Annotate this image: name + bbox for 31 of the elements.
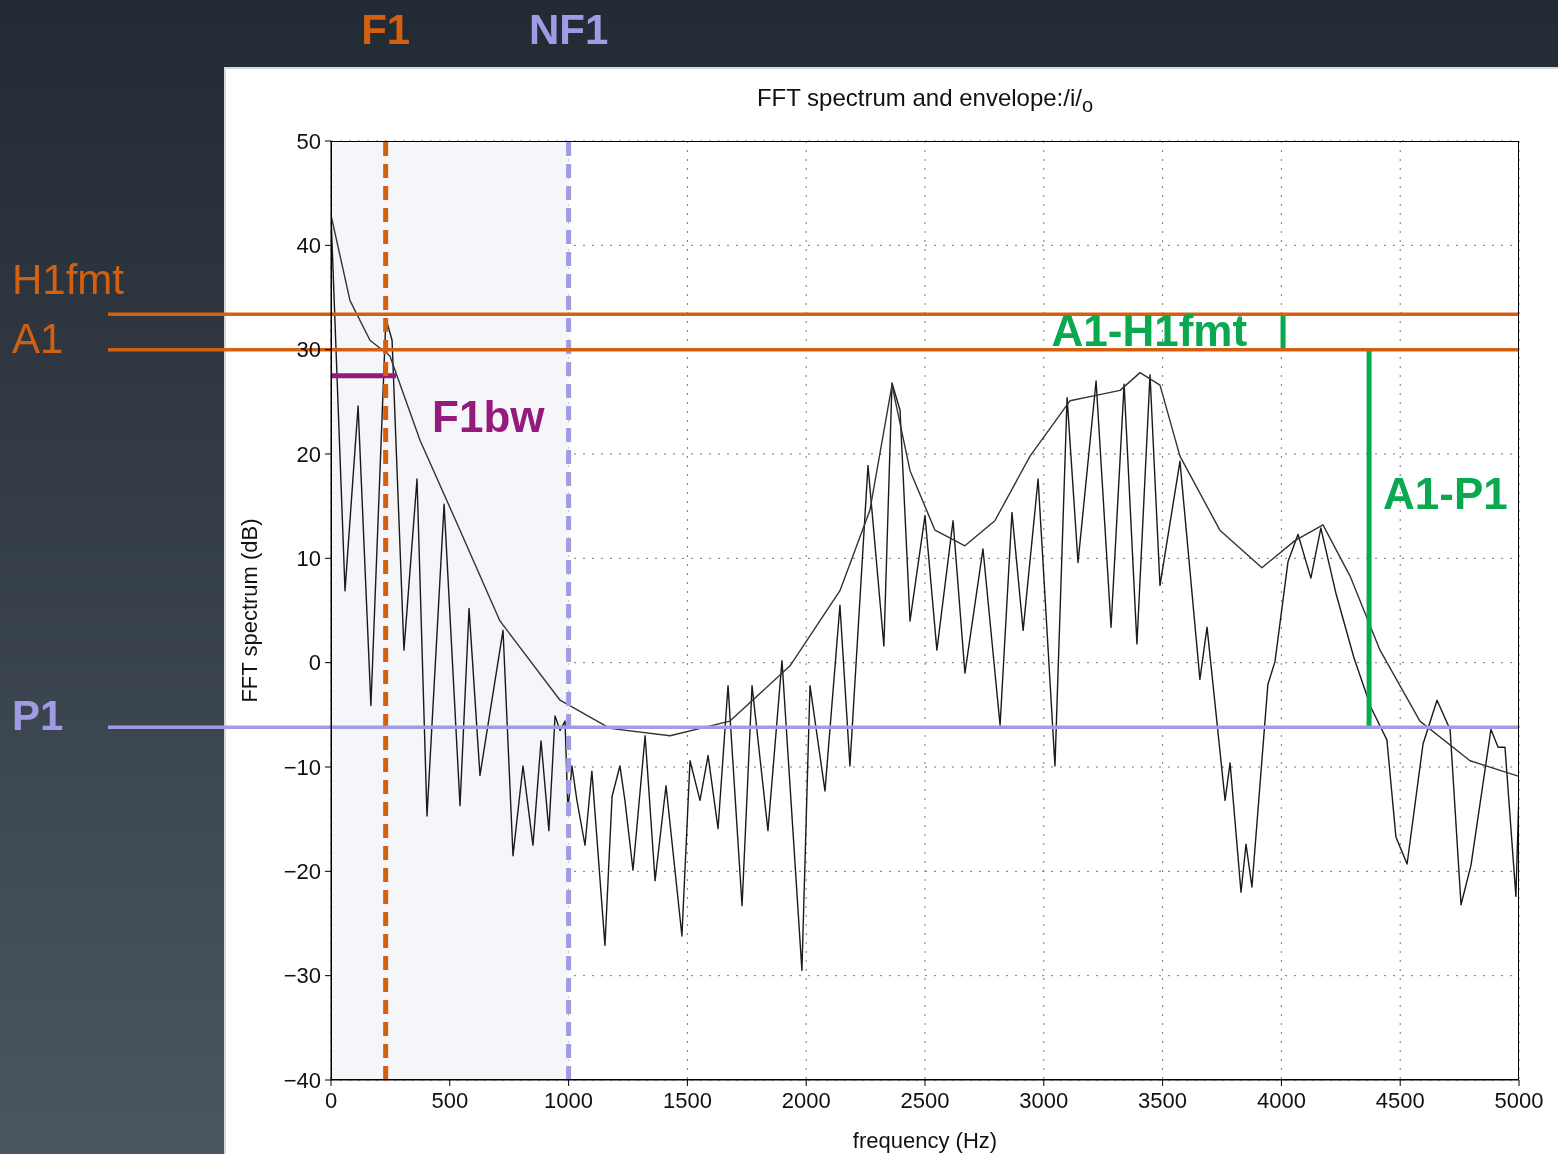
- ref-line-label: NF1: [528, 6, 609, 53]
- y-axis-title: FFT spectrum (dB): [236, 518, 262, 703]
- y-tick-label: −30: [283, 963, 321, 989]
- x-tick-label: 4500: [1375, 1087, 1425, 1113]
- y-tick-label: −10: [283, 754, 321, 780]
- x-tick-label: 5000: [1494, 1087, 1544, 1113]
- x-tick-label: 2500: [900, 1087, 950, 1113]
- y-tick-label: 40: [296, 233, 321, 259]
- x-tick-label: 1500: [662, 1087, 712, 1113]
- x-tick-label: 1000: [544, 1087, 594, 1113]
- ref-line-label: P1: [12, 692, 64, 740]
- x-tick-label: 0: [324, 1087, 338, 1113]
- y-tick-label: −20: [283, 859, 321, 885]
- ref-line-label: A1: [12, 314, 64, 362]
- annotation: A1-H1fmt: [1051, 305, 1248, 355]
- y-tick-label: 20: [296, 441, 321, 467]
- x-tick-label: 4000: [1256, 1087, 1306, 1113]
- ref-line-label: F1: [361, 6, 411, 53]
- x-tick-label: 2000: [781, 1087, 831, 1113]
- x-tick-label: 3000: [1019, 1087, 1069, 1113]
- chart-title: FFT spectrum and envelope:/i/$_{o}$: [755, 84, 1095, 117]
- y-tick-label: 50: [296, 128, 321, 154]
- annotation: A1-P1: [1383, 468, 1508, 518]
- ref-line-label: H1fmt: [12, 256, 125, 304]
- x-tick-label: 500: [431, 1087, 469, 1113]
- annotation: F1bw: [432, 391, 546, 441]
- x-tick-label: 3500: [1138, 1087, 1188, 1113]
- y-tick-label: −40: [283, 1067, 321, 1093]
- y-tick-label: 0: [308, 650, 321, 676]
- y-tick-label: 10: [296, 546, 321, 572]
- x-axis-title: frequency (Hz): [852, 1128, 998, 1153]
